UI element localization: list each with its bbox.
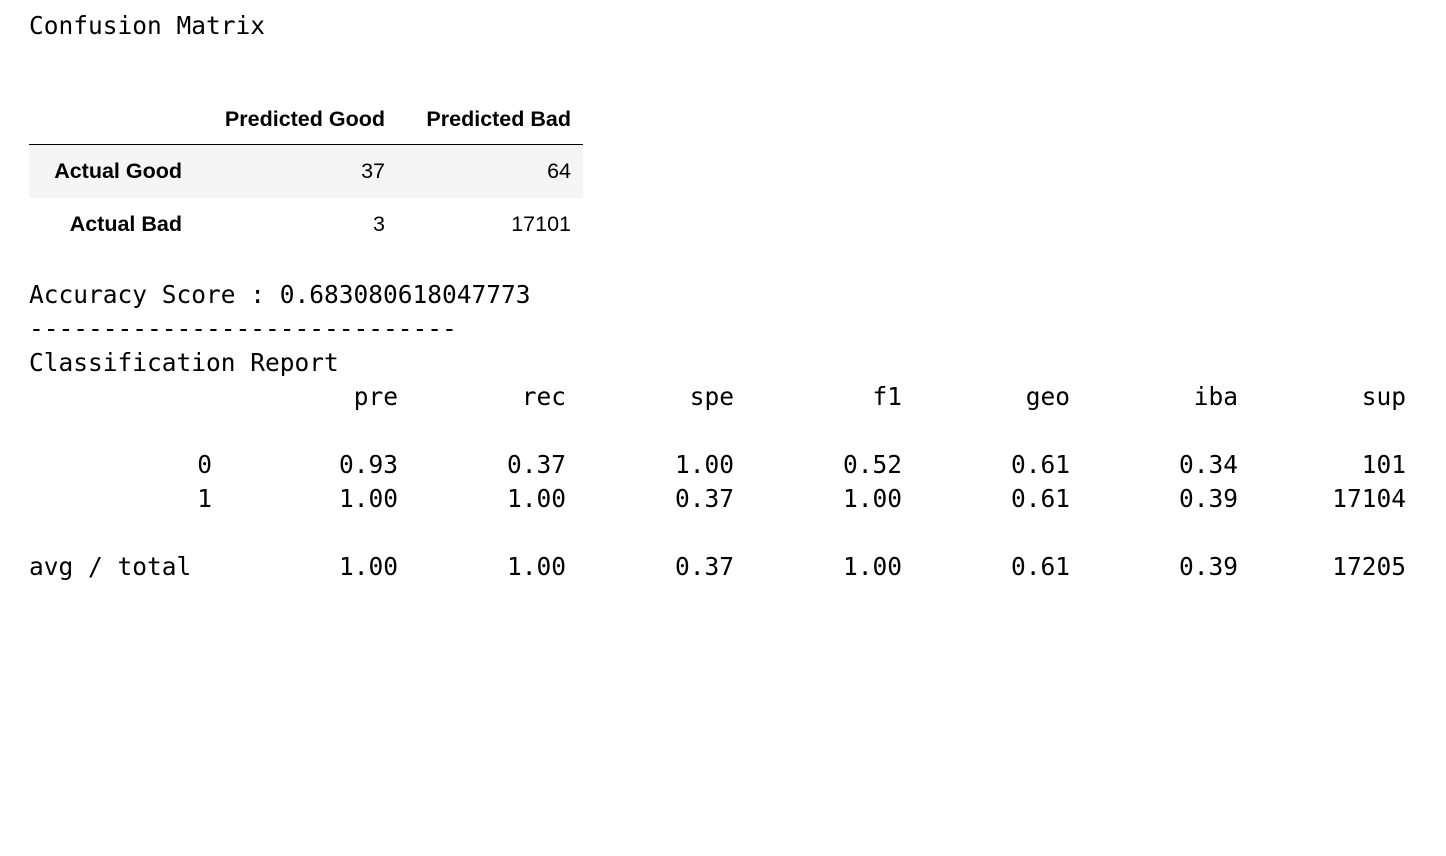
row-header-actual-good: Actual Good	[54, 158, 182, 183]
confusion-matrix-corner-cell	[29, 94, 194, 145]
column-header-predicted-bad: Predicted Bad	[397, 94, 583, 145]
report-row-label: 1	[197, 484, 212, 513]
report-row-avg-total: avg / total 1.00 1.00 0.37 1.00 0.61 0.3…	[29, 550, 1406, 584]
report-row-class-1: 1 1.00 1.00 0.37 1.00 0.61 0.39 17104	[29, 482, 1406, 516]
report-cell: 1.00	[842, 552, 902, 581]
header-rec: rec	[521, 382, 566, 411]
column-header-predicted-good: Predicted Good	[194, 94, 397, 145]
header-sup: sup	[1361, 382, 1406, 411]
report-cell: 1.00	[506, 484, 566, 513]
table-row: Actual Bad 3 17101	[29, 198, 583, 251]
report-cell: 1.00	[338, 484, 398, 513]
report-row-class-0: 0 0.93 0.37 1.00 0.52 0.61 0.34 101	[29, 448, 1406, 482]
report-cell: 0.37	[674, 552, 734, 581]
report-row-label: 0	[197, 450, 212, 479]
report-cell: 0.61	[1010, 552, 1070, 581]
report-cell: 0.37	[674, 484, 734, 513]
report-cell: 101	[1361, 450, 1406, 479]
cell-actual-bad-predicted-bad: 17101	[511, 211, 571, 236]
cell-actual-good-predicted-bad: 64	[547, 158, 571, 183]
confusion-matrix-header-row: Predicted Good Predicted Bad	[29, 94, 583, 145]
table-row: Actual Good 37 64	[29, 144, 583, 198]
header-geo: geo	[1025, 382, 1070, 411]
header-pre: pre	[353, 382, 398, 411]
report-cell: 0.34	[1178, 450, 1238, 479]
report-cell: 1.00	[674, 450, 734, 479]
report-cell: 0.93	[338, 450, 398, 479]
report-cell: 1.00	[506, 552, 566, 581]
report-cell: 0.39	[1178, 484, 1238, 513]
cell-actual-bad-predicted-good: 3	[373, 211, 385, 236]
report-cell: 0.39	[1178, 552, 1238, 581]
report-cell: 17104	[1332, 484, 1406, 513]
report-cell: 0.61	[1010, 484, 1070, 513]
report-cell: 17205	[1332, 552, 1406, 581]
classification-report-header-row: pre rec spe f1 geo iba sup	[29, 380, 1406, 414]
report-cell: 0.52	[842, 450, 902, 479]
header-spe: spe	[689, 382, 734, 411]
confusion-matrix-title: Confusion Matrix	[29, 11, 266, 40]
report-cell: 0.61	[1010, 450, 1070, 479]
accuracy-score: Accuracy Score : 0.683080618047773	[29, 280, 531, 309]
header-f1: f1	[872, 382, 902, 411]
text-divider: -----------------------------	[29, 314, 457, 343]
header-iba: iba	[1193, 382, 1238, 411]
report-cell: 1.00	[842, 484, 902, 513]
report-cell: 1.00	[338, 552, 398, 581]
report-row-label: avg / total	[29, 552, 192, 581]
cell-actual-good-predicted-good: 37	[361, 158, 385, 183]
classification-report-title: Classification Report	[29, 348, 339, 377]
row-header-actual-bad: Actual Bad	[69, 211, 182, 236]
confusion-matrix-table: Predicted Good Predicted Bad Actual Good…	[29, 94, 583, 251]
report-cell: 0.37	[506, 450, 566, 479]
